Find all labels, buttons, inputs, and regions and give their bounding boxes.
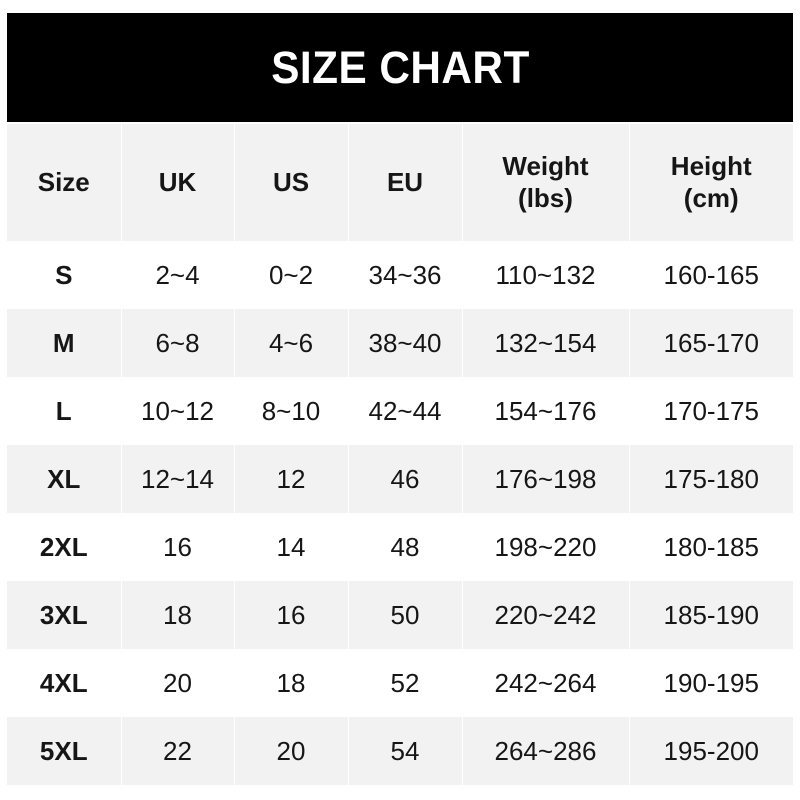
- table-body: S 2~4 0~2 34~36 110~132 160-165 M 6~8 4~…: [7, 241, 793, 785]
- cell-size: S: [7, 241, 121, 309]
- table-row: XL 12~14 12 46 176~198 175-180: [7, 445, 793, 513]
- cell-us: 4~6: [234, 309, 349, 377]
- page-title: SIZE CHART: [270, 42, 530, 93]
- cell-height: 185-190: [629, 581, 793, 649]
- cell-weight: 132~154: [462, 309, 630, 377]
- column-header-size: Size: [7, 124, 122, 241]
- cell-eu: 46: [348, 445, 463, 513]
- cell-eu: 34~36: [348, 241, 462, 309]
- cell-height: 175-180: [629, 445, 793, 513]
- cell-eu: 42~44: [348, 377, 462, 445]
- cell-us: 20: [234, 717, 349, 785]
- cell-height: 170-175: [629, 377, 793, 445]
- column-header-eu-line1: EU: [386, 166, 424, 197]
- cell-weight: 176~198: [462, 445, 630, 513]
- cell-size: L: [7, 377, 121, 445]
- cell-height: 160-165: [629, 241, 793, 309]
- cell-us: 12: [234, 445, 349, 513]
- cell-size: 5XL: [7, 717, 122, 785]
- table-row: 3XL 18 16 50 220~242 185-190: [7, 581, 793, 649]
- cell-height: 190-195: [629, 649, 793, 717]
- cell-us: 14: [234, 513, 348, 581]
- cell-size: 4XL: [7, 649, 121, 717]
- cell-eu: 48: [348, 513, 462, 581]
- column-header-weight-line2: (lbs): [518, 182, 573, 213]
- column-header-eu: EU: [348, 124, 463, 241]
- column-header-height: Height (cm): [629, 124, 793, 241]
- cell-size: M: [7, 309, 122, 377]
- cell-uk: 22: [121, 717, 235, 785]
- table-header-row: Size UK US EU Weight (lbs) Height (cm): [7, 124, 793, 241]
- cell-uk: 18: [121, 581, 235, 649]
- size-chart-table: Size UK US EU Weight (lbs) Height (cm): [7, 124, 793, 785]
- column-header-uk-line1: UK: [158, 166, 197, 197]
- cell-eu: 52: [348, 649, 462, 717]
- cell-weight: 198~220: [462, 513, 629, 581]
- cell-uk: 16: [121, 513, 234, 581]
- table-row: S 2~4 0~2 34~36 110~132 160-165: [7, 241, 793, 309]
- table-row: 4XL 20 18 52 242~264 190-195: [7, 649, 793, 717]
- cell-weight: 242~264: [462, 649, 629, 717]
- table-row: L 10~12 8~10 42~44 154~176 170-175: [7, 377, 793, 445]
- cell-size: 3XL: [7, 581, 122, 649]
- cell-weight: 154~176: [462, 377, 629, 445]
- size-chart: SIZE CHART Size UK US EU W: [7, 13, 793, 785]
- column-header-weight-line1: Weight: [502, 150, 589, 181]
- table-row: 5XL 22 20 54 264~286 195-200: [7, 717, 793, 785]
- cell-uk: 2~4: [121, 241, 234, 309]
- cell-eu: 54: [348, 717, 463, 785]
- column-header-us: US: [234, 124, 349, 241]
- cell-size: XL: [7, 445, 122, 513]
- cell-height: 180-185: [629, 513, 793, 581]
- size-chart-title-bar: SIZE CHART: [7, 13, 793, 122]
- cell-uk: 12~14: [121, 445, 235, 513]
- cell-size: 2XL: [7, 513, 121, 581]
- cell-weight: 110~132: [462, 241, 629, 309]
- cell-us: 16: [234, 581, 349, 649]
- column-header-uk: UK: [121, 124, 235, 241]
- cell-uk: 6~8: [121, 309, 235, 377]
- column-header-height-line1: Height: [670, 150, 752, 181]
- column-header-us-line1: US: [272, 166, 310, 197]
- table-header: Size UK US EU Weight (lbs) Height (cm): [7, 124, 793, 241]
- cell-us: 0~2: [234, 241, 348, 309]
- cell-weight: 264~286: [462, 717, 630, 785]
- cell-height: 165-170: [629, 309, 793, 377]
- cell-weight: 220~242: [462, 581, 630, 649]
- cell-eu: 50: [348, 581, 463, 649]
- cell-us: 18: [234, 649, 348, 717]
- table-row: 2XL 16 14 48 198~220 180-185: [7, 513, 793, 581]
- cell-uk: 20: [121, 649, 234, 717]
- column-header-height-line2: (cm): [683, 182, 739, 213]
- table-row: M 6~8 4~6 38~40 132~154 165-170: [7, 309, 793, 377]
- cell-uk: 10~12: [121, 377, 234, 445]
- column-header-weight: Weight (lbs): [462, 124, 630, 241]
- cell-us: 8~10: [234, 377, 348, 445]
- column-header-size-line1: Size: [37, 166, 90, 197]
- cell-eu: 38~40: [348, 309, 463, 377]
- cell-height: 195-200: [629, 717, 793, 785]
